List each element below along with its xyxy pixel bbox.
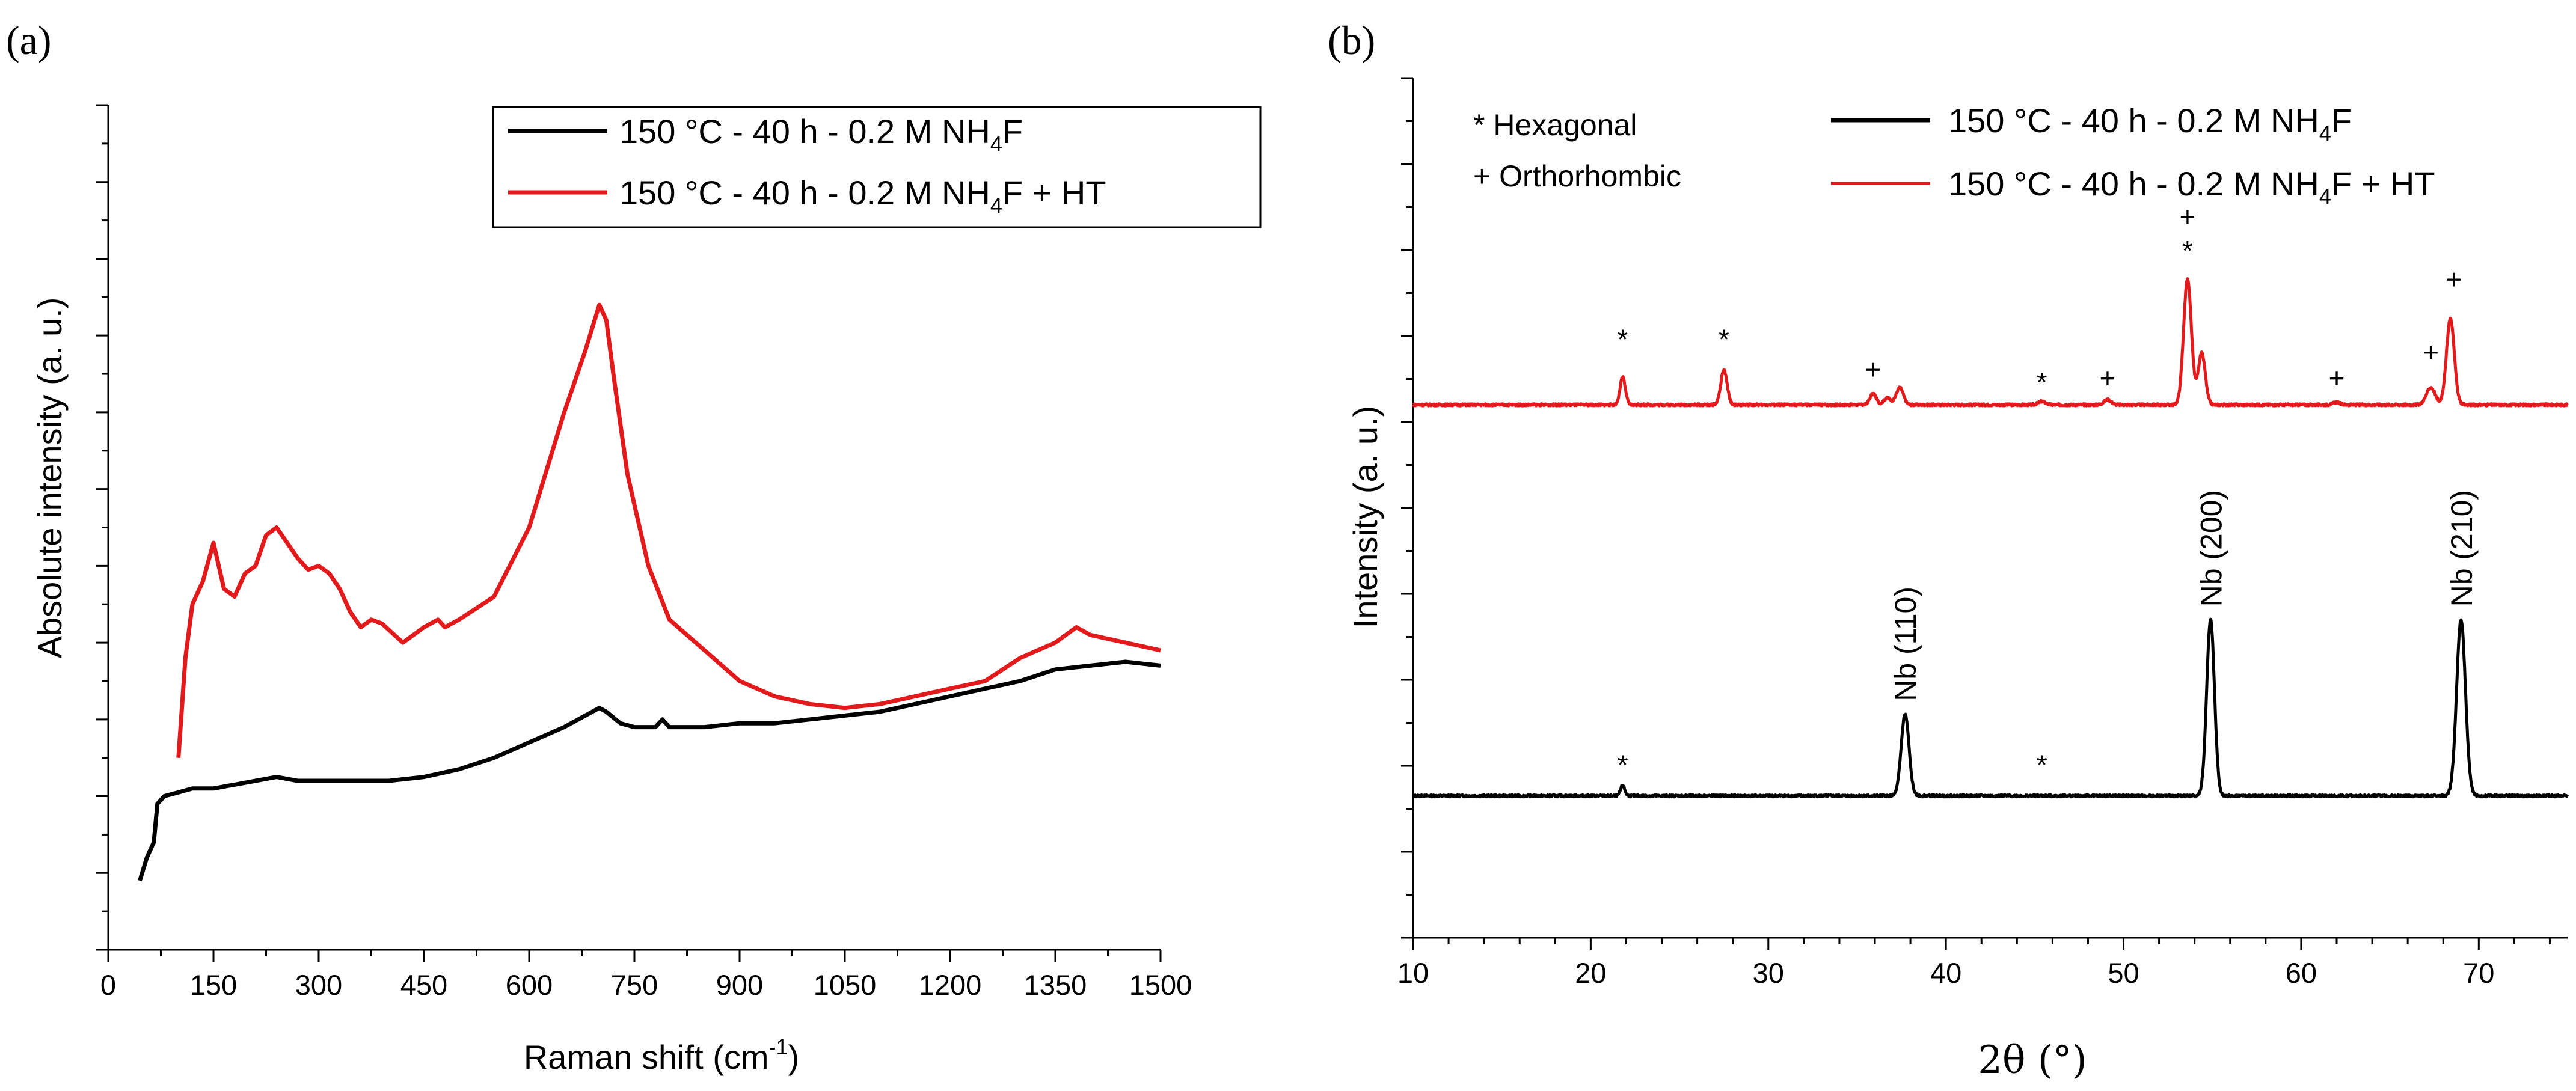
raman-x-tick-label: 150 — [190, 969, 237, 1001]
xrd-legend-label-0: 150 °C - 40 h - 0.2 M NH4F — [1948, 102, 2352, 145]
raman-x-tick-label: 1050 — [814, 969, 877, 1001]
xrd-phase-marker: + — [1865, 354, 1881, 385]
xrd-phase-marker: + — [2423, 337, 2439, 368]
xrd-x-tick-label: 70 — [2463, 957, 2494, 989]
xrd-y-axis-title: Intensity (a. u.) — [1346, 406, 1384, 628]
xrd-phase-marker: * — [1618, 323, 1628, 355]
raman-x-tick-label: 0 — [100, 969, 116, 1001]
xrd-axes: 10 20 30 40 50 60 70 — [1397, 77, 2568, 989]
raman-x-tick-label: 750 — [611, 969, 658, 1001]
xrd-x-tick-label: 50 — [2108, 957, 2139, 989]
raman-x-tick-label: 300 — [295, 969, 342, 1001]
xrd-x-tick-label: 10 — [1397, 957, 1429, 989]
xrd-legend: 150 °C - 40 h - 0.2 M NH4F 150 °C - 40 h… — [1831, 102, 2435, 209]
xrd-peak-label: Nb (110) — [1889, 587, 1922, 701]
xrd-x-tick-label: 30 — [1753, 957, 1784, 989]
raman-legend-label-1: 150 °C - 40 h - 0.2 M NH4F + HT — [619, 174, 1106, 218]
xrd-x-axis-title: 2θ (°) — [1978, 1038, 2087, 1083]
raman-y-axis-title: Absolute intensity (a. u.) — [31, 298, 69, 659]
raman-x-tick-label: 1350 — [1024, 969, 1087, 1001]
xrd-legend-label-1: 150 °C - 40 h - 0.2 M NH4F + HT — [1948, 165, 2435, 209]
xrd-series-0 — [1412, 617, 2569, 799]
raman-x-tick-label: 900 — [716, 969, 763, 1001]
xrd-x-tick-label: 40 — [1930, 957, 1961, 989]
raman-axes: 0 150 300 450 600 750 900 1050 1200 1350 1500 — [96, 104, 1192, 1001]
xrd-plot-area — [1412, 277, 2569, 799]
xrd-peak-label: Nb (210) — [2445, 490, 2479, 607]
xrd-phase-marker: + — [2100, 362, 2116, 394]
xrd-annotations: Nb (110)Nb (200) Nb (210)* ** *+ * +*++++ — [1618, 201, 2479, 780]
xrd-phase-marker: * — [1719, 323, 1729, 355]
xrd-phase-marker: * — [2037, 367, 2047, 398]
panel-a-letter: (a) — [6, 17, 51, 63]
raman-x-tick-label: 1200 — [919, 969, 982, 1001]
raman-panel: (a) 0 150 300 450 600 750 900 1050 1200 1350 1500 … — [6, 17, 1262, 1076]
raman-plot-area — [138, 302, 1161, 882]
raman-series-0 — [138, 659, 1161, 882]
xrd-phase-marker: + — [2329, 362, 2345, 394]
xrd-peak-label: Nb (200) — [2194, 490, 2228, 607]
xrd-panel: (b) 10 20 30 40 50 60 70 Nb (110) Nb (200) Nb (2… — [1328, 17, 2569, 1083]
raman-x-tick-label: 450 — [400, 969, 447, 1001]
xrd-x-tick-label: 60 — [2286, 957, 2317, 989]
xrd-phase-marker: + — [2179, 201, 2195, 232]
raman-legend-box — [492, 106, 1262, 228]
xrd-phase-marker: * — [2182, 235, 2193, 266]
xrd-x-tick-label: 20 — [1575, 957, 1606, 989]
panel-b-letter: (b) — [1328, 17, 1375, 63]
xrd-phase-hexagonal: * Hexagonal — [1473, 108, 1637, 142]
xrd-phase-orthorhombic: + Orthorhombic — [1473, 159, 1681, 193]
xrd-phase-marker: * — [1618, 749, 1628, 780]
raman-x-tick-label: 1500 — [1129, 969, 1192, 1001]
xrd-series-1 — [1412, 277, 2569, 408]
raman-legend-label-0: 150 °C - 40 h - 0.2 M NH4F — [619, 112, 1023, 156]
xrd-phase-marker: * — [2037, 749, 2047, 780]
raman-x-axis-title: Raman shift (cm-1) — [524, 1034, 799, 1076]
xrd-phase-marker: + — [2446, 263, 2462, 295]
raman-x-tick-label: 600 — [506, 969, 553, 1001]
raman-legend: 150 °C - 40 h - 0.2 M NH4F 150 °C - 40 h… — [492, 106, 1262, 228]
raman-series-1 — [176, 302, 1161, 758]
